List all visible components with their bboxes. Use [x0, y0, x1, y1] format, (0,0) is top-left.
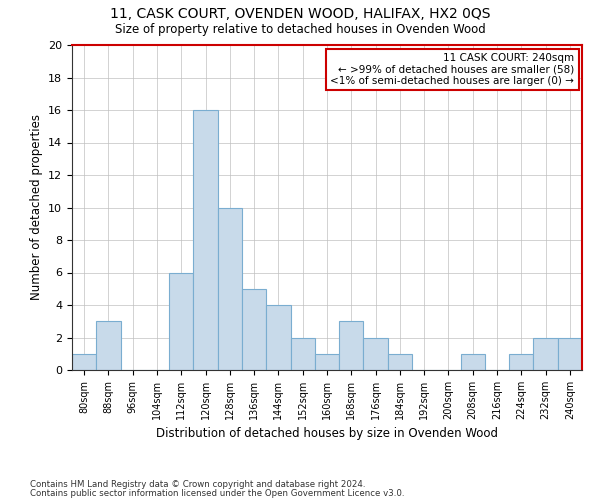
X-axis label: Distribution of detached houses by size in Ovenden Wood: Distribution of detached houses by size …: [156, 428, 498, 440]
Bar: [193, 110, 218, 370]
Text: 11 CASK COURT: 240sqm
← >99% of detached houses are smaller (58)
<1% of semi-det: 11 CASK COURT: 240sqm ← >99% of detached…: [331, 53, 574, 86]
Text: 11, CASK COURT, OVENDEN WOOD, HALIFAX, HX2 0QS: 11, CASK COURT, OVENDEN WOOD, HALIFAX, H…: [110, 8, 490, 22]
Bar: [364, 338, 388, 370]
Bar: [461, 354, 485, 370]
Bar: [169, 272, 193, 370]
Text: Contains HM Land Registry data © Crown copyright and database right 2024.: Contains HM Land Registry data © Crown c…: [30, 480, 365, 489]
Bar: [242, 289, 266, 370]
Bar: [388, 354, 412, 370]
Text: Size of property relative to detached houses in Ovenden Wood: Size of property relative to detached ho…: [115, 22, 485, 36]
Bar: [96, 322, 121, 370]
Bar: [339, 322, 364, 370]
Bar: [266, 305, 290, 370]
Bar: [290, 338, 315, 370]
Bar: [72, 354, 96, 370]
Y-axis label: Number of detached properties: Number of detached properties: [29, 114, 43, 300]
Bar: [315, 354, 339, 370]
Bar: [558, 338, 582, 370]
Bar: [533, 338, 558, 370]
Text: Contains public sector information licensed under the Open Government Licence v3: Contains public sector information licen…: [30, 490, 404, 498]
Bar: [218, 208, 242, 370]
Bar: [509, 354, 533, 370]
